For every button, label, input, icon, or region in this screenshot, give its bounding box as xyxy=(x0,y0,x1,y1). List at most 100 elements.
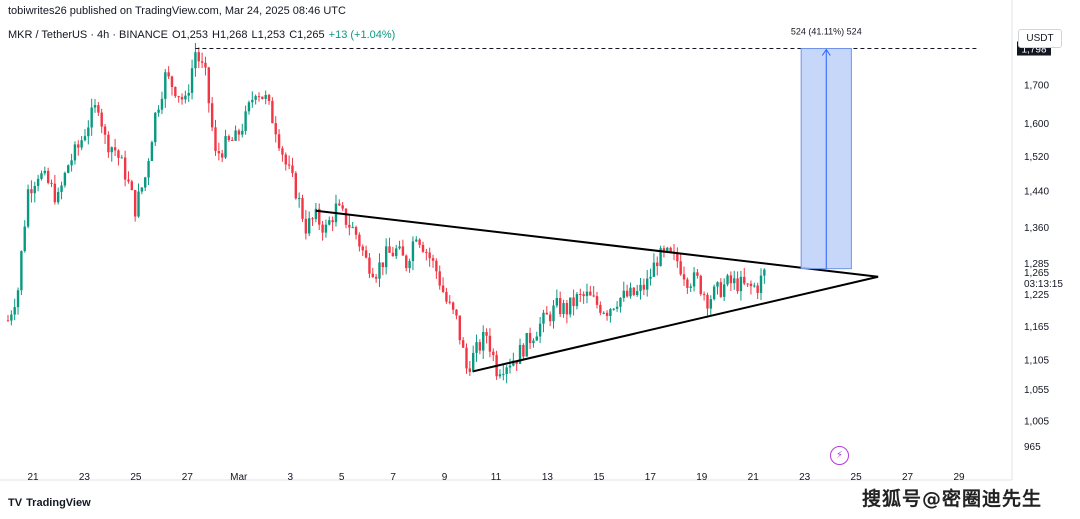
x-tick-label: 27 xyxy=(902,472,914,483)
candle-body xyxy=(579,294,582,296)
candle-body xyxy=(170,76,174,88)
candle-body xyxy=(716,282,719,287)
candle-body xyxy=(696,272,699,276)
candle-body xyxy=(411,241,415,262)
candle-body xyxy=(384,246,388,268)
candle-body xyxy=(415,239,418,242)
candle-body xyxy=(371,273,374,277)
candle-body xyxy=(662,248,666,252)
candle-body xyxy=(441,285,445,292)
candle-body xyxy=(559,298,562,315)
candle-body xyxy=(67,165,70,173)
candle-body xyxy=(133,190,137,217)
lightning-icon[interactable]: ⚡ xyxy=(830,446,849,465)
candle-body xyxy=(287,164,291,166)
candle-body xyxy=(144,177,147,188)
candle-body xyxy=(405,255,408,269)
x-tick-label: 19 xyxy=(696,472,708,483)
candle-body xyxy=(515,360,518,364)
candle-body xyxy=(318,208,321,225)
candle-body xyxy=(575,294,579,307)
candle-body xyxy=(150,142,154,162)
y-tick-label: 1,105 xyxy=(1024,356,1049,367)
x-tick-label: 3 xyxy=(287,472,293,483)
candle-body xyxy=(612,308,615,310)
candle-body xyxy=(227,136,231,140)
candle-body xyxy=(528,333,532,344)
candle-body xyxy=(548,314,552,322)
candle-body xyxy=(431,258,435,261)
x-tick-label: 29 xyxy=(953,472,965,483)
candle-body xyxy=(190,68,194,93)
candle-body xyxy=(726,275,729,285)
candle-body xyxy=(361,246,364,251)
candle-body xyxy=(619,297,622,307)
candle-body xyxy=(435,260,438,272)
x-tick-label: 15 xyxy=(593,472,605,483)
candle-body xyxy=(351,227,354,229)
candle-body xyxy=(602,312,605,314)
candle-body xyxy=(197,52,200,62)
symbol-name[interactable]: MKR / TetherUS · 4h · BINANCE xyxy=(8,29,168,41)
candle-body xyxy=(40,173,43,179)
candle-body xyxy=(639,284,642,292)
close-value: C1,265 xyxy=(289,29,325,41)
candle-body xyxy=(555,298,559,306)
candle-body xyxy=(562,303,565,315)
candle-body xyxy=(308,218,311,234)
candle-body xyxy=(398,246,401,249)
candle-body xyxy=(127,179,130,182)
candle-body xyxy=(354,227,358,235)
measure-label: 524 (41.11%) 524 xyxy=(791,27,862,37)
candle-body xyxy=(445,291,448,302)
candle-body xyxy=(43,170,47,174)
candle-body xyxy=(692,272,696,287)
candle-body xyxy=(341,205,344,209)
candle-body xyxy=(46,170,50,183)
candle-body xyxy=(471,352,475,372)
x-tick-label: 23 xyxy=(79,472,91,483)
candle-body xyxy=(194,52,197,69)
candle-body xyxy=(177,96,180,98)
candle-body xyxy=(458,315,461,341)
candle-body xyxy=(632,287,636,295)
y-tick-label: 1,600 xyxy=(1024,119,1049,130)
candle-body xyxy=(408,261,411,269)
candle-body xyxy=(328,220,331,225)
candle-body xyxy=(378,262,381,279)
candle-body xyxy=(358,234,361,247)
candle-body xyxy=(676,252,679,262)
candle-body xyxy=(254,96,257,100)
y-tick-label: 965 xyxy=(1024,442,1041,453)
candle-body xyxy=(60,185,63,193)
candle-body xyxy=(267,94,271,101)
candle-body xyxy=(321,224,324,233)
candle-body xyxy=(70,160,73,166)
candle-body xyxy=(652,262,656,277)
candle-body xyxy=(100,112,103,127)
candle-body xyxy=(174,87,177,97)
candle-body xyxy=(207,67,210,104)
candle-body xyxy=(615,306,619,309)
candle-body xyxy=(160,98,164,110)
candle-body xyxy=(391,252,395,257)
candle-body xyxy=(535,336,538,341)
tradingview-logo: TV TradingView xyxy=(8,497,91,509)
change-value: +13 (+1.04%) xyxy=(328,29,396,41)
candle-body xyxy=(257,96,261,98)
candle-body xyxy=(53,183,57,203)
candle-body xyxy=(689,286,692,288)
currency-button[interactable]: USDT xyxy=(1018,29,1062,48)
candle-body xyxy=(274,123,277,135)
y-tick-label: 1,700 xyxy=(1024,80,1049,91)
candle-body xyxy=(97,105,100,113)
candle-body xyxy=(107,134,110,153)
candle-body xyxy=(93,105,97,108)
candle-body xyxy=(77,144,80,148)
candle-body xyxy=(291,165,294,174)
candle-body xyxy=(30,189,33,194)
x-tick-label: 25 xyxy=(851,472,863,483)
candle-body xyxy=(237,130,241,135)
candle-body xyxy=(502,374,505,376)
